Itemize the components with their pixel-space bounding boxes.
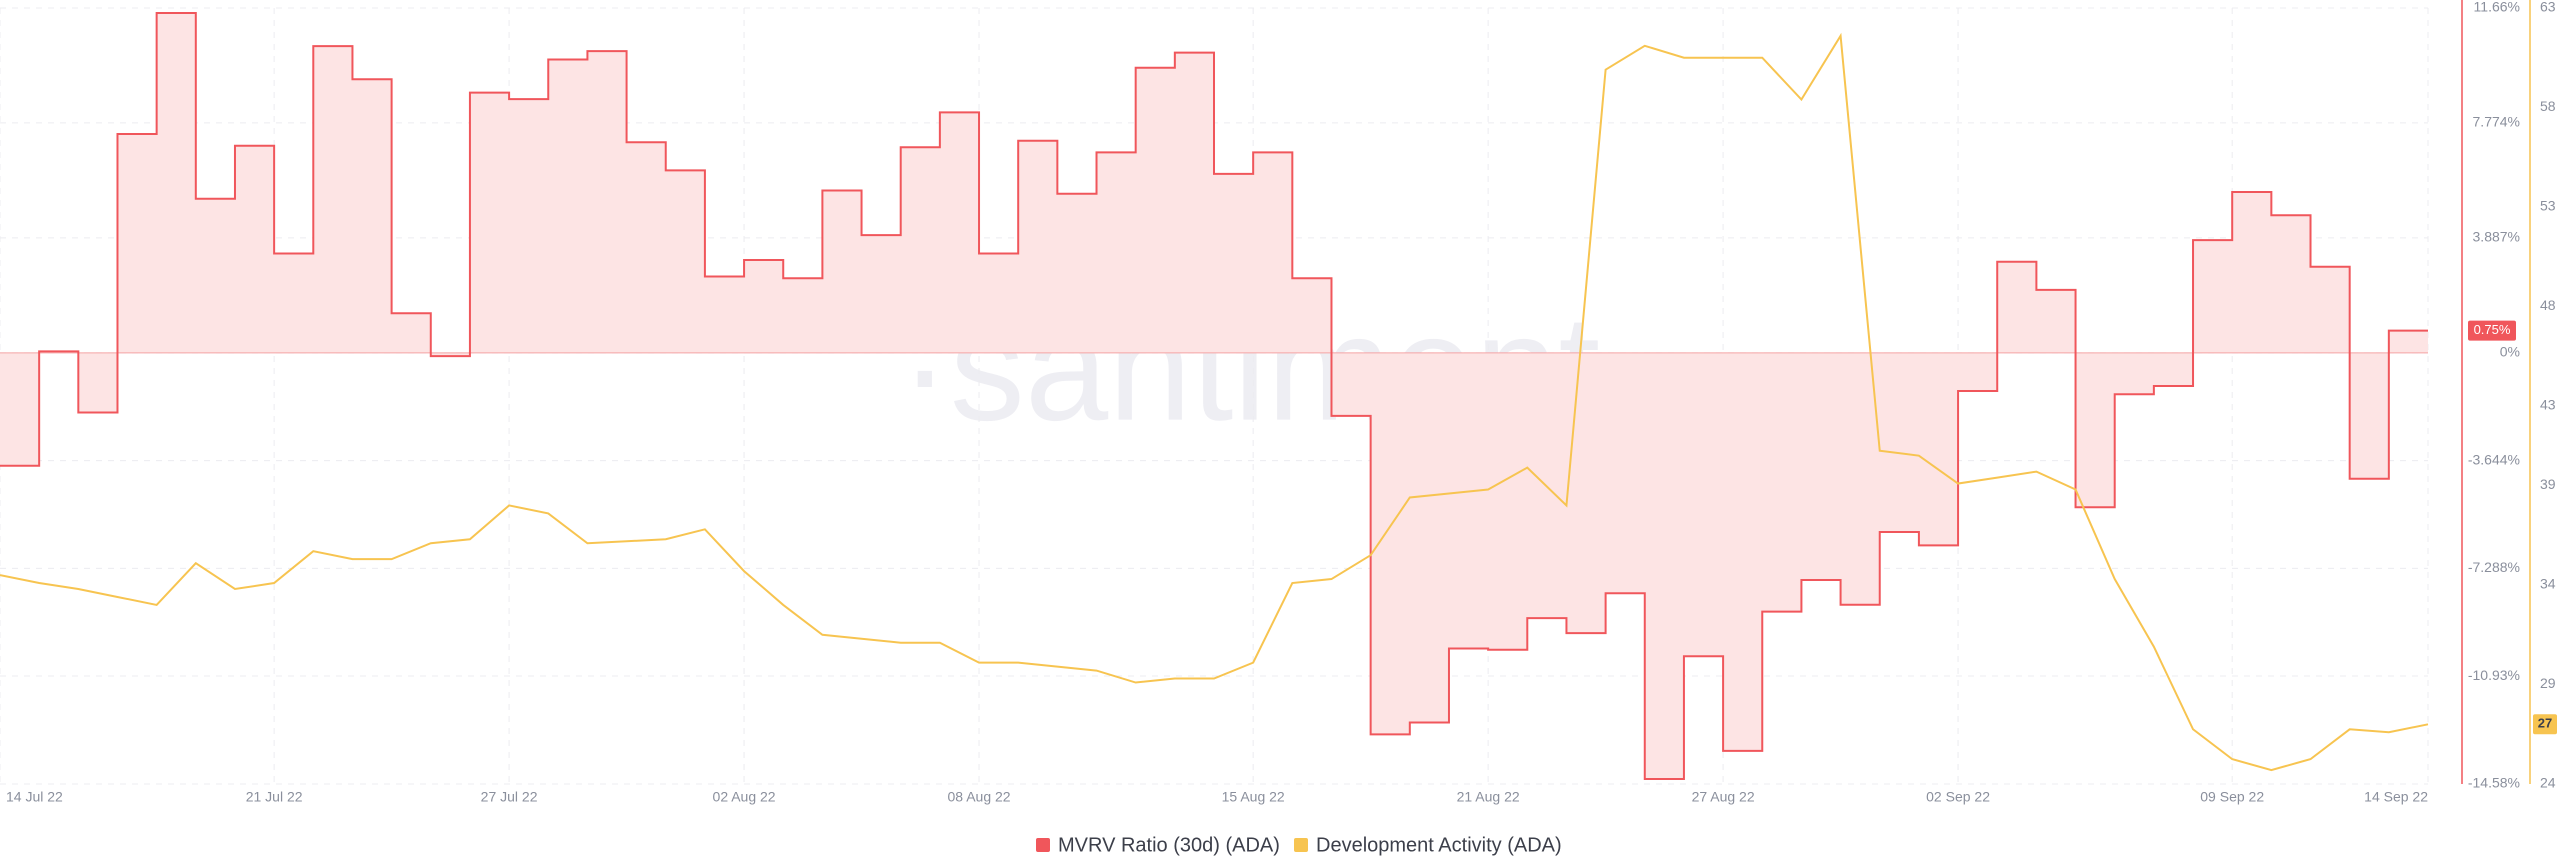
- x-tick-label: 21 Jul 22: [246, 789, 303, 805]
- series-line: [0, 12, 2428, 780]
- y-tick-label: 3.887%: [2473, 229, 2520, 245]
- x-tick-label: 02 Sep 22: [1926, 789, 1990, 805]
- value-badge-label: 0.75%: [2474, 322, 2511, 337]
- y-tick-label: 11.66%: [2474, 0, 2520, 15]
- y-tick-label: -3.644%: [2468, 451, 2520, 467]
- y-tick-label: -10.93%: [2468, 667, 2520, 683]
- y-tick-label: 0%: [2500, 344, 2520, 360]
- y-tick-label: -14.58%: [2468, 775, 2520, 791]
- series-line: [0, 32, 2429, 772]
- x-tick-label: 15 Aug 22: [1222, 789, 1285, 805]
- y2-tick-label: 48: [2540, 297, 2556, 313]
- legend-swatch: [1036, 838, 1050, 852]
- y-tick-label: -7.288%: [2468, 559, 2520, 575]
- value-badge: [2468, 320, 2516, 341]
- y2-tick-label: 29: [2540, 675, 2556, 691]
- x-tick-label: 21 Aug 22: [1457, 789, 1520, 805]
- area: [0, 13, 2428, 779]
- x-tick-label: 27 Jul 22: [481, 789, 538, 805]
- legend-text: Development Activity (ADA): [1316, 834, 1562, 856]
- y2-tick-label: 53: [2540, 198, 2556, 214]
- x-tick-label: 08 Aug 22: [948, 789, 1011, 805]
- x-tick-label: 02 Aug 22: [713, 789, 776, 805]
- y2-tick-label: 24: [2540, 775, 2556, 791]
- legend-swatch: [1294, 838, 1308, 852]
- x-tick-label: 09 Sep 22: [2200, 789, 2264, 805]
- y-tick-label: 7.774%: [2473, 114, 2520, 130]
- x-tick-label: 14 Sep 22: [2364, 789, 2428, 805]
- y2-tick-label: 58: [2540, 98, 2556, 114]
- x-tick-label: 27 Aug 22: [1692, 789, 1755, 805]
- value-badge: [2533, 714, 2557, 735]
- x-tick-label: 14 Jul 22: [6, 789, 63, 805]
- y2-tick-label: 34: [2540, 576, 2556, 592]
- y2-tick-label: 43: [2540, 397, 2556, 413]
- legend-text: MVRV Ratio (30d) (ADA): [1058, 834, 1280, 856]
- y2-tick-label: 39: [2540, 476, 2556, 492]
- value-badge-label: 27: [2538, 716, 2552, 731]
- y2-tick-label: 63: [2540, 0, 2556, 15]
